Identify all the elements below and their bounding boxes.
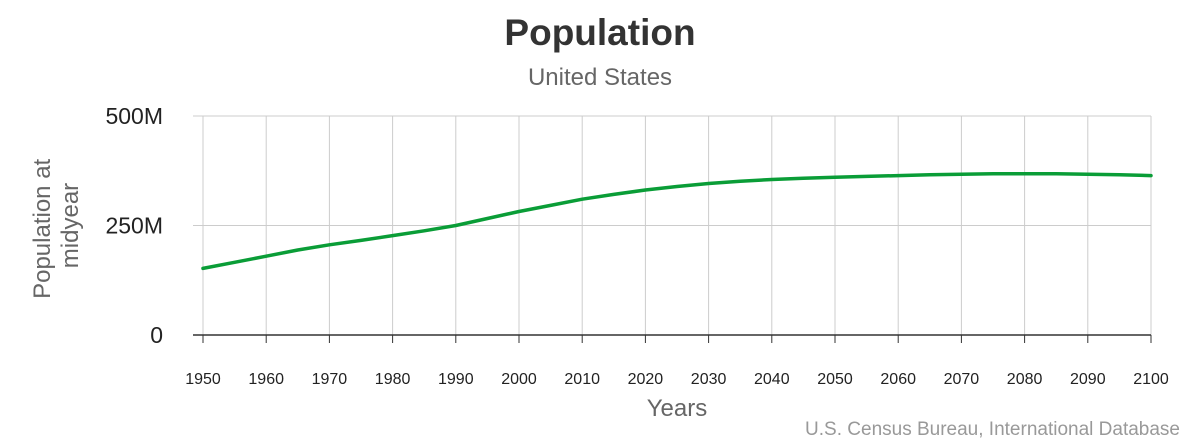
y-axis-title: Population at midyear [29,152,84,299]
y-tick-label: 0 [150,322,163,348]
y-axis-title-line-1: Population at [29,158,56,298]
x-tick-label: 1980 [375,371,411,388]
x-tick-label: 2000 [501,371,537,388]
population-series-line [201,172,1153,271]
x-tick-label: 2040 [754,371,790,388]
grid-lines [193,115,1152,335]
x-axis-title: Years [647,395,708,422]
tick-labels: 1950 1960 1970 1980 1990 2000 2010 2020 2030 2040… [105,103,1168,388]
x-tick-label: 2020 [628,371,664,388]
axes [193,334,1152,343]
x-tick-label: 2030 [691,371,727,388]
chart-title: Population [504,12,696,53]
x-tick-label: 1970 [312,371,348,388]
x-tick-label: 2070 [944,371,980,388]
source-credit: U.S. Census Bureau, International Databa… [805,419,1180,440]
x-tick-label: 1950 [185,371,221,388]
x-tick-label: 2100 [1133,371,1169,388]
x-tick-label: 2090 [1070,371,1106,388]
series-layer [201,172,1153,271]
chart-subtitle: United States [527,64,673,91]
x-tick-label: 2080 [1007,371,1043,388]
y-tick-label: 250M [105,213,163,239]
x-tick-label: 2010 [564,371,600,388]
x-tick-label: 1990 [438,371,474,388]
y-axis-title-line-2: midyear [57,183,84,268]
x-tick-label: 2060 [880,371,916,388]
x-tick-label: 1960 [248,371,284,388]
y-tick-label: 500M [105,103,163,129]
x-tick-label: 2050 [817,371,853,388]
